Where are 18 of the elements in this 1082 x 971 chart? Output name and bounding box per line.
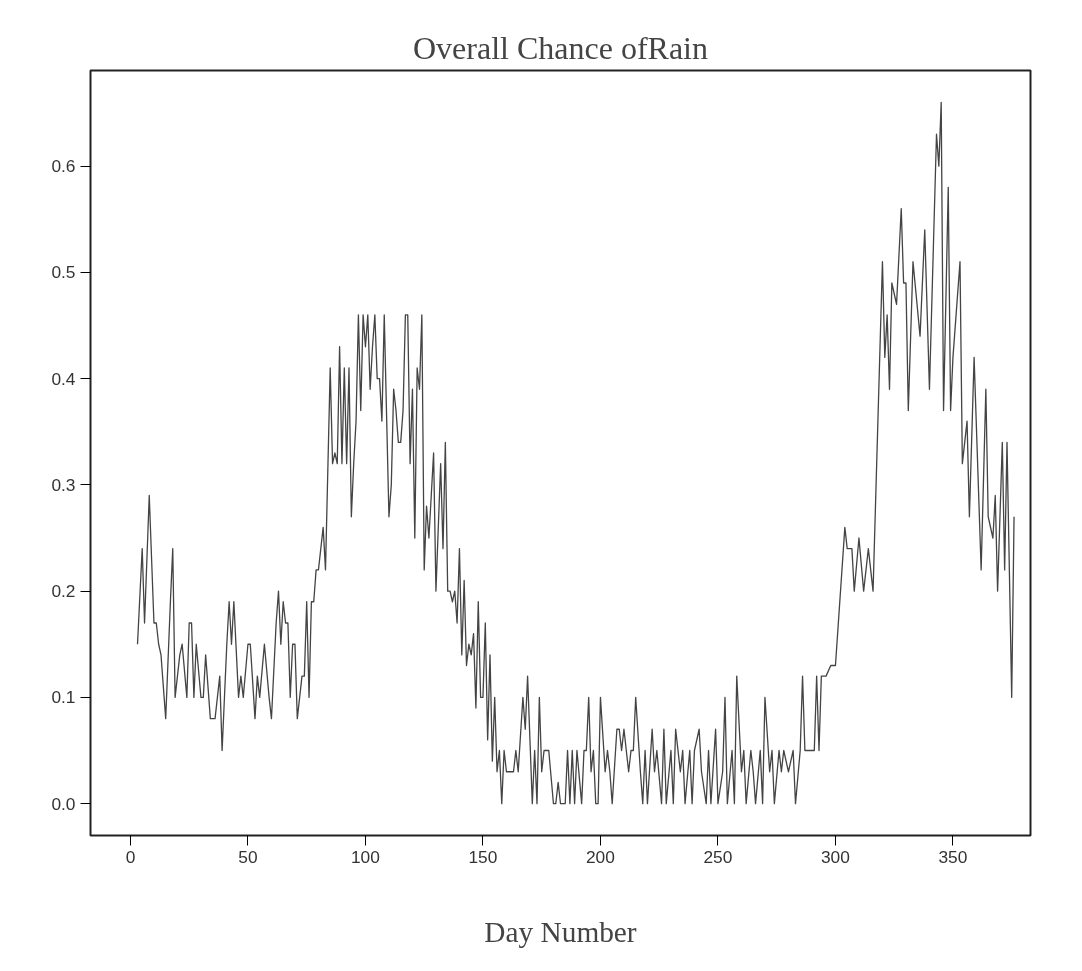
y-tick-label: 0.0 [51,793,76,814]
x-tick-label: 0 [125,846,136,867]
x-tick-label: 350 [938,846,968,867]
y-tick-label: 0.6 [51,156,76,177]
x-tick-label: 50 [238,846,258,867]
x-tick-label: 250 [703,846,733,867]
y-tick-label: 0.2 [51,581,76,602]
x-tick-label: 300 [820,846,850,867]
x-tick-label: 200 [585,846,615,867]
y-tick-label: 0.3 [51,474,76,495]
x-axis-title: Day Number [484,915,637,948]
x-tick-label: 100 [350,846,380,867]
y-tick-label: 0.1 [51,687,76,708]
y-tick-label: 0.4 [51,368,76,389]
line-series [136,101,1015,805]
y-tick-label: 0.5 [51,262,76,283]
chart-title: Overall Chance ofRain [413,29,708,66]
x-tick-label: 150 [468,846,498,867]
